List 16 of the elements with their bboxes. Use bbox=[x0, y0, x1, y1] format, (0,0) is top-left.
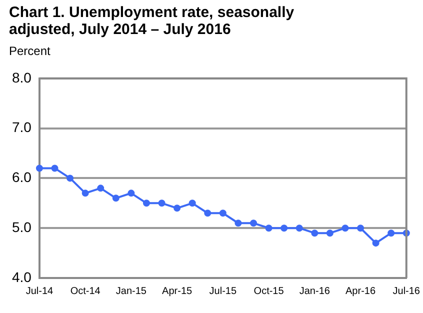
x-tick-label: Apr-16 bbox=[346, 286, 376, 297]
y-tick-label: 5.0 bbox=[12, 218, 32, 235]
chart-title: Chart 1. Unemployment rate, seasonally adjusted, July 2014 – July 2016 bbox=[9, 4, 296, 38]
y-tick-label: 6.0 bbox=[12, 169, 32, 186]
x-tick-label: Apr-15 bbox=[162, 286, 192, 297]
x-tick-label: Jul-16 bbox=[392, 286, 420, 297]
x-tick-label: Jan-16 bbox=[299, 286, 330, 297]
x-tick-label: Jul-15 bbox=[209, 286, 237, 297]
y-tick-label: 7.0 bbox=[12, 119, 32, 136]
y-tick-label: 8.0 bbox=[12, 69, 32, 86]
y-tick-label: 4.0 bbox=[12, 268, 32, 285]
y-axis-title: Percent bbox=[9, 44, 50, 58]
x-tick-label: Jul-14 bbox=[26, 286, 54, 297]
x-tick-label: Oct-14 bbox=[70, 286, 101, 297]
x-tick-label: Oct-15 bbox=[254, 286, 284, 297]
x-tick-label: Jan-15 bbox=[116, 286, 147, 297]
